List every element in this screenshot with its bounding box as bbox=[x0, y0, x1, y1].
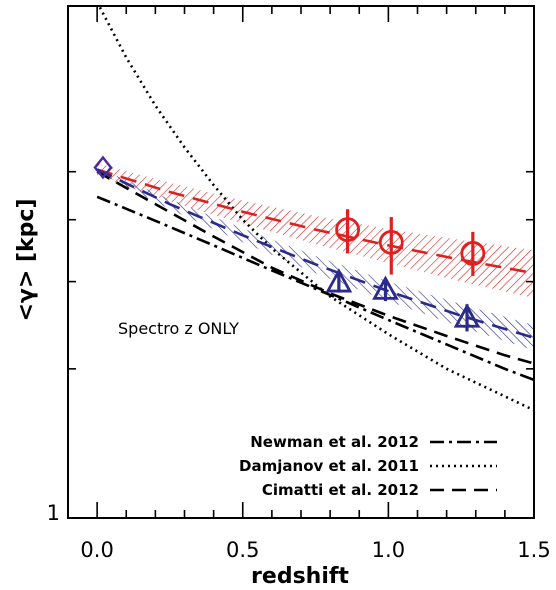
y-tick-label: 1 bbox=[47, 501, 60, 525]
x-tick-label: 1.0 bbox=[372, 538, 405, 562]
point-triangle-3 bbox=[325, 268, 353, 293]
point-triangle-5 bbox=[453, 303, 481, 332]
x-tick-label: 0.0 bbox=[80, 538, 113, 562]
data-points bbox=[93, 155, 486, 332]
legend: Newman et al. 2012 Damjanov et al. 2011 Ci… bbox=[239, 433, 497, 499]
series-line-4 bbox=[96, 168, 534, 340]
series-line-1 bbox=[97, 6, 534, 412]
point-diamond-6 bbox=[93, 155, 113, 180]
model-lines bbox=[96, 6, 534, 412]
point-circle-0 bbox=[335, 209, 361, 254]
legend-label: Damjanov et al. 2011 bbox=[239, 457, 419, 475]
series-line-2 bbox=[96, 170, 534, 365]
series-line-3 bbox=[96, 168, 534, 275]
x-axis-title: redshift bbox=[251, 564, 349, 589]
point-triangle-4 bbox=[372, 275, 399, 302]
point-circle-2 bbox=[460, 231, 486, 276]
x-tick-label: 1.5 bbox=[517, 538, 550, 562]
annotation-spectro: Spectro z ONLY bbox=[118, 319, 239, 338]
axis-ticks: 0.0 0.5 1.0 1.5 1 bbox=[47, 6, 551, 562]
point-circle-1 bbox=[378, 217, 404, 275]
legend-label: Newman et al. 2012 bbox=[250, 433, 419, 451]
legend-label: Cimatti et al. 2012 bbox=[262, 481, 419, 499]
y-axis-title: <γ> [kpc] bbox=[14, 198, 39, 321]
x-tick-label: 0.5 bbox=[226, 538, 259, 562]
